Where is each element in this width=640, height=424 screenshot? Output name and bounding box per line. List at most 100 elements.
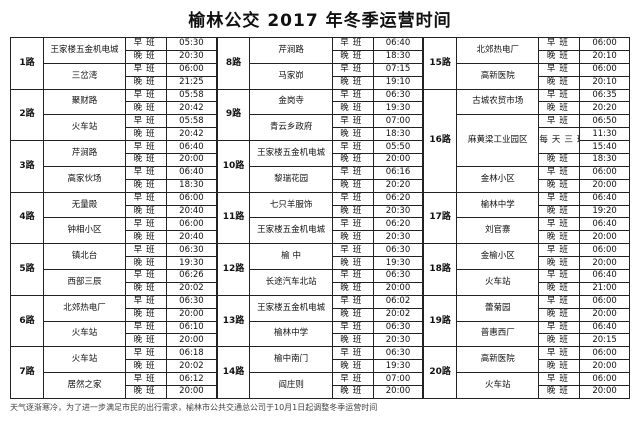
shift-label: 晚班 <box>538 178 581 193</box>
departure-time: 20:00 <box>372 281 424 296</box>
departure-time: 06:00 <box>579 372 630 387</box>
route-number: 3路 <box>10 140 44 193</box>
shift-label: 晚班 <box>331 333 374 348</box>
schedule-row: 6路 北郊热电厂 早班 06:30 <box>10 294 217 348</box>
shift-label: 晚班 <box>125 153 168 167</box>
terminal-name: 高家伙场 <box>42 165 127 193</box>
terminal-name: 居然之家 <box>42 372 127 399</box>
shift-label: 早班 <box>125 243 168 258</box>
schedule-row: 晚班 20:10 <box>424 49 630 64</box>
schedule-row: 2路 聚财路 早班 05:58 <box>10 88 217 142</box>
schedule-row: 晚班 20:02 <box>11 359 217 374</box>
departure-time: 20:30 <box>372 333 424 348</box>
shift-label: 早班 <box>125 191 168 206</box>
schedule-row: 居然之家 早班 06:12 <box>11 372 217 399</box>
departure-time: 06:40 <box>372 37 424 51</box>
terminal-name: 榆中南门 <box>249 346 333 374</box>
departure-time: 06:00 <box>579 294 630 309</box>
schedule-row: 每天三班11:30 <box>424 127 630 155</box>
terminal-name: 三岔湾 <box>42 62 127 90</box>
schedule-row: 王家楼五金机电城 早班 06:20 <box>217 217 424 245</box>
terminal-name: 榆林中学 <box>249 320 333 348</box>
shift-label: 早班 <box>331 320 374 335</box>
shift-label: 早班 <box>125 37 168 51</box>
schedule-row: 三岔湾 早班 06:00 <box>11 62 217 90</box>
departure-time: 06:00 <box>166 62 217 77</box>
schedule-row: 刘官寨 早班 06:40 <box>424 217 630 245</box>
shift-label: 早班 <box>331 88 374 103</box>
shift-label: 早班 <box>538 269 581 283</box>
schedule-row: 麻黄梁工业园区 早班 06:50 <box>424 114 630 167</box>
schedule-row: 8路 芹涧路 早班 06:40 <box>216 37 424 90</box>
terminal-name: 王家楼五金机电城 <box>249 140 333 167</box>
terminal-name: 王家楼五金机电城 <box>249 294 333 322</box>
departure-time: 06:12 <box>166 372 217 387</box>
shift-label: 早班 <box>125 217 168 232</box>
schedule-row: 晚班 20:00 <box>424 178 630 193</box>
shift-label: 早班 <box>538 62 581 77</box>
departure-time: 06:40 <box>579 269 630 283</box>
schedule-row: 阎庄则 早班 07:00 <box>217 372 424 399</box>
shift-label: 早班 <box>331 217 374 232</box>
terminal-name: 七只羊服饰 <box>249 191 333 219</box>
shift-label: 晚班 <box>125 281 168 296</box>
shift-label: 晚班 <box>538 359 581 374</box>
terminal-name: 无量殿 <box>42 191 127 219</box>
schedule-row: 7路 火车站 早班 06:18 <box>10 346 217 399</box>
departure-time: 20:02 <box>166 359 217 374</box>
terminal-name: 刘官寨 <box>456 217 540 245</box>
schedule-row: 11路 七只羊服饰 早班 06:20 <box>216 191 424 245</box>
terminal-name: 火车站 <box>42 320 127 348</box>
departure-time: 06:20 <box>372 191 424 206</box>
shift-label: 早班 <box>331 372 374 387</box>
terminal-name: 西部三辰 <box>42 269 127 296</box>
schedule: 1路 王家楼五金机电城 早班 05:30 晚班 20:30 三岔湾 早班 06:00 晚班 21:2… <box>10 37 630 399</box>
shift-label: 早班 <box>331 243 374 258</box>
departure-time: 06:30 <box>372 269 424 283</box>
departure-time: 21:25 <box>166 75 217 90</box>
route-number: 8路 <box>216 37 251 90</box>
terminal-name: 镇北台 <box>42 243 127 271</box>
terminal-name: 黎瑞花园 <box>249 165 333 193</box>
terminal-name: 金林小区 <box>456 165 540 193</box>
schedule-row: 钟相小区 早班 06:00 <box>11 217 217 245</box>
terminal-name: 火车站 <box>456 372 540 399</box>
terminal-name: 蕾菊园 <box>456 294 540 322</box>
route-number: 7路 <box>10 346 44 399</box>
schedule-row: 晚班 20:30 <box>11 49 217 64</box>
schedule-row: 晚班 20:00 <box>11 307 217 322</box>
departure-time: 06:00 <box>579 37 630 51</box>
shift-label: 晚班 <box>331 178 374 193</box>
schedule-row: 12路榆 中早班 06:30 <box>216 243 424 296</box>
schedule-row: 金林小区 早班 06:00 <box>424 165 630 193</box>
schedule-row: 晚班 20:30 <box>217 204 424 219</box>
shift-label: 晚班 <box>538 281 581 296</box>
shift-label: 早班 <box>331 191 374 206</box>
route-number: 14路 <box>216 346 251 399</box>
route-number: 20路 <box>423 346 458 399</box>
route-number: 18路 <box>423 243 458 296</box>
departure-time: 20:00 <box>579 359 630 374</box>
terminal-name: 榆 中 <box>249 243 333 271</box>
departure-time: 19:10 <box>372 75 424 90</box>
departure-time: 06:00 <box>166 191 217 206</box>
schedule-row: 17路 榆林中学 早班 06:40 <box>423 191 630 245</box>
shift-label: 早班 <box>538 114 581 129</box>
departure-time: 20:10 <box>579 49 630 64</box>
route-number: 15路 <box>423 37 458 90</box>
departure-time: 06:26 <box>166 269 217 283</box>
schedule-row: 晚班 19:20 <box>424 204 630 219</box>
terminal-name: 长途汽车北站 <box>249 269 333 296</box>
schedule-row: 晚班 20:30 <box>217 230 424 245</box>
departure-time: 06:30 <box>372 320 424 335</box>
departure-time: 20:20 <box>579 101 630 116</box>
departure-time: 20:00 <box>372 153 424 167</box>
departure-time: 20:30 <box>372 230 424 245</box>
departure-time: 06:40 <box>166 140 217 155</box>
schedule-row: 晚班 19:30 <box>217 359 424 374</box>
schedule-row: 18路 金榆小区 早班 06:00 <box>423 243 630 296</box>
departure-time: 20:40 <box>166 230 217 245</box>
shift-label: 早班 <box>538 372 581 387</box>
shift-label: 晚班 <box>125 49 168 64</box>
